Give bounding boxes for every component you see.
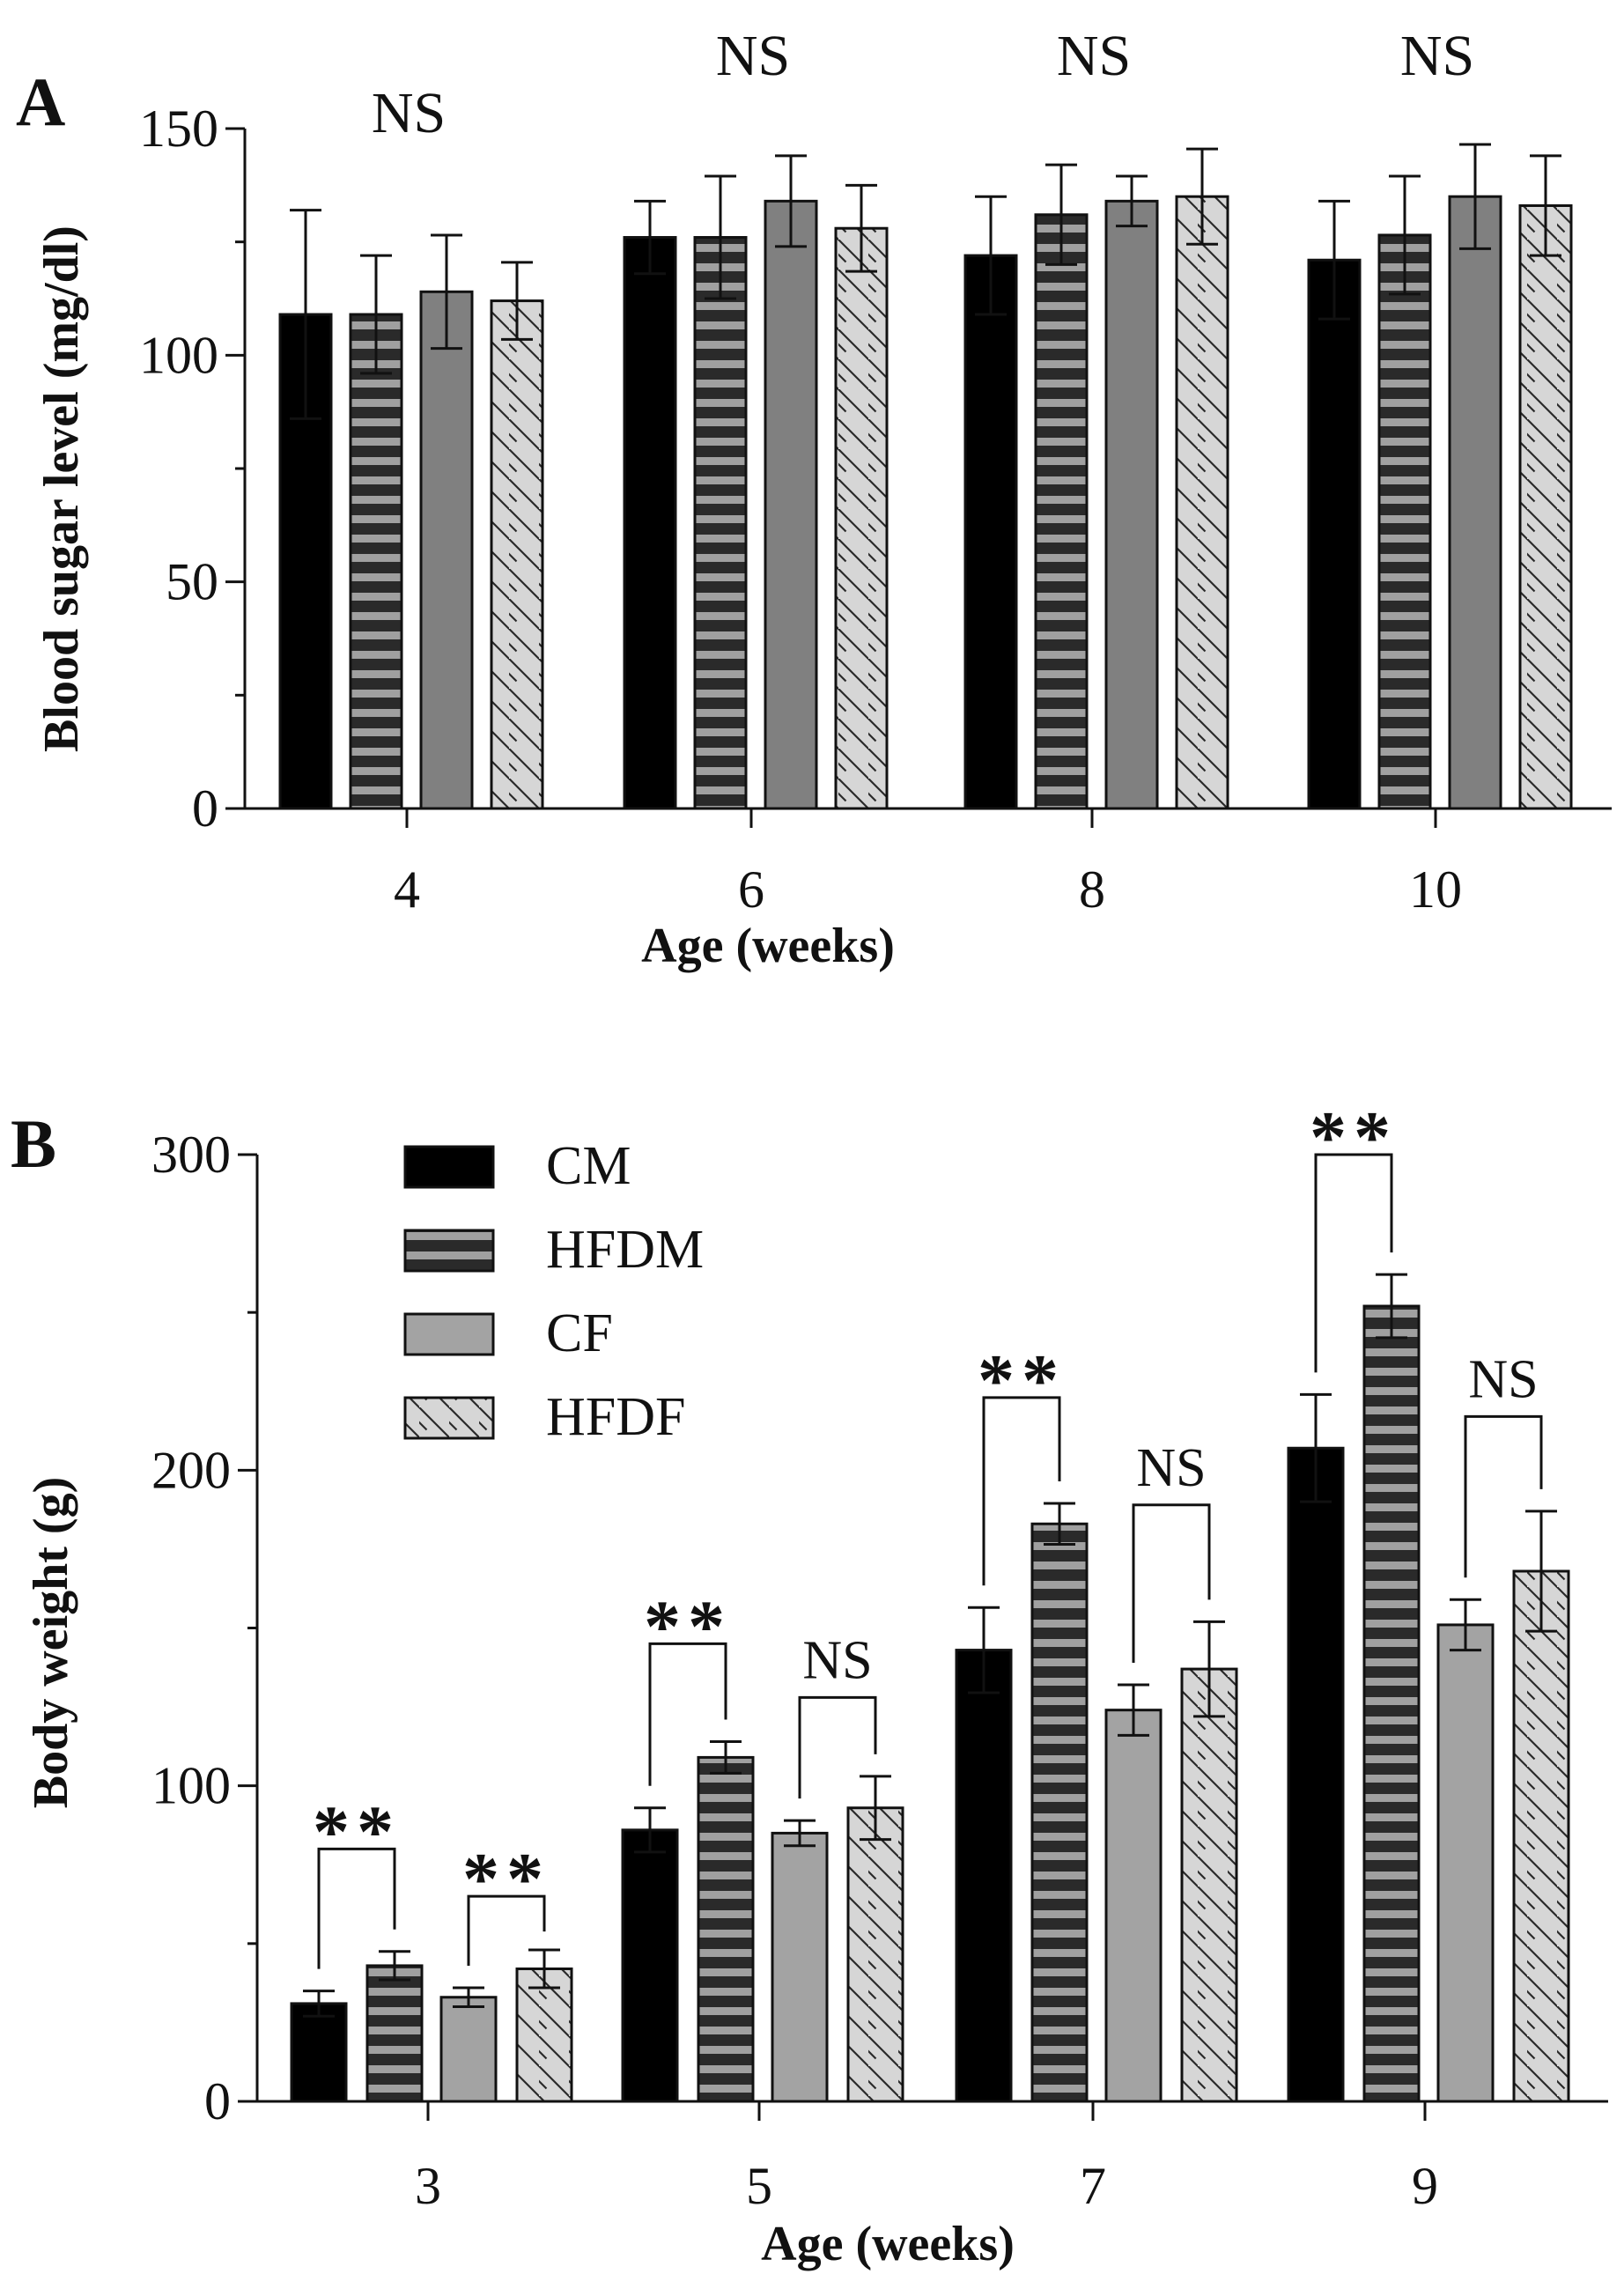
bar-cm-3	[290, 2002, 348, 2103]
panel-a-xlabel: Age (weeks)	[641, 919, 895, 973]
bar-cf-3	[439, 1996, 498, 2103]
bar-cf-9	[1436, 1623, 1495, 2103]
panel-b-chart: B Age (weeks) Body weight (g) 0 100 200 300…	[11, 1096, 1608, 2271]
y-tick-label: 200	[151, 1441, 231, 1499]
bar-hfdm-4	[349, 313, 403, 810]
legend-label-cm: CM	[546, 1136, 631, 1196]
panel-b-xlabel: Age (weeks)	[761, 2217, 1015, 2271]
bar-cm-6	[623, 236, 677, 810]
bar-cm-5	[621, 1828, 679, 2103]
significance-label: **	[462, 1838, 550, 1920]
y-tick-label: 100	[151, 1757, 231, 1815]
legend-label-hfdf: HFDF	[546, 1387, 686, 1447]
significance-bracket	[798, 1695, 877, 1799]
bar-cm-4	[278, 313, 333, 810]
bar-cf-6	[764, 199, 818, 810]
significance-label: NS	[372, 81, 446, 145]
bar-hfdf-7	[1180, 1667, 1238, 2103]
x-tick-label: 10	[1409, 860, 1462, 919]
bar-hfdf-9	[1512, 1569, 1570, 2103]
bar-hfdm-5	[697, 1755, 755, 2103]
significance-label: NS	[1400, 24, 1474, 88]
significance-bracket	[317, 1847, 396, 1969]
bar-cf-10	[1448, 195, 1502, 810]
panel-b-letter: B	[11, 1105, 56, 1182]
significance-label: NS	[1468, 1349, 1538, 1409]
bar-hfdf-8	[1175, 195, 1229, 810]
bar-cm-7	[955, 1649, 1013, 2103]
bar-hfdm-8	[1034, 213, 1089, 810]
legend: CM HFDM CF HFDF	[403, 1136, 704, 1447]
x-tick-label: 6	[738, 860, 764, 919]
bar-cm-9	[1287, 1446, 1345, 2103]
significance-bracket	[1314, 1153, 1393, 1373]
significance-label: NS	[1136, 1438, 1206, 1498]
significance-bracket	[1132, 1503, 1211, 1663]
significance-bracket	[1464, 1414, 1543, 1578]
x-tick-label: 4	[394, 860, 420, 919]
bar-hfdm-6	[693, 236, 748, 810]
bar-hfdf-3	[515, 1968, 573, 2103]
x-tick-label: 7	[1080, 2157, 1106, 2215]
panel-a-chart: A Age (weeks) Blood sugar level (mg/dl) …	[16, 24, 1612, 973]
bar-cf-5	[771, 1831, 829, 2103]
y-tick-label: 100	[139, 326, 218, 384]
significance-label: **	[1310, 1096, 1398, 1178]
panel-a-ylabel: Blood sugar level (mg/dl)	[34, 225, 89, 752]
y-tick-label: 50	[166, 553, 218, 611]
significance-bracket	[648, 1642, 727, 1786]
bar-cf-7	[1104, 1709, 1163, 2103]
significance-label: **	[313, 1790, 401, 1872]
y-tick-label: 0	[204, 2072, 231, 2130]
significance-label: **	[978, 1340, 1066, 1421]
bar-hfdm-10	[1377, 233, 1432, 810]
panel-b-ylabel: Body weight (g)	[24, 1477, 78, 1808]
bar-hfdf-4	[490, 299, 544, 810]
legend-swatch-cf	[403, 1312, 495, 1356]
significance-bracket	[467, 1894, 546, 1966]
bar-hfdf-10	[1518, 203, 1573, 810]
bar-hfdm-9	[1362, 1304, 1421, 2103]
x-tick-label: 5	[746, 2157, 772, 2215]
significance-label: **	[644, 1585, 732, 1667]
x-tick-label: 3	[415, 2157, 441, 2215]
bar-hfdf-5	[846, 1806, 904, 2103]
bar-hfdm-7	[1030, 1522, 1089, 2103]
bar-hfdf-6	[834, 226, 889, 810]
legend-swatch-cm	[403, 1145, 495, 1189]
bar-hfdm-3	[365, 1964, 424, 2103]
panel-a-letter: A	[16, 63, 65, 140]
bar-cm-10	[1307, 258, 1362, 810]
significance-label: NS	[802, 1630, 872, 1690]
significance-label: NS	[1057, 24, 1131, 88]
y-tick-label: 300	[151, 1126, 231, 1184]
bar-cf-4	[419, 290, 474, 810]
bar-cm-8	[963, 254, 1018, 810]
significance-label: NS	[716, 24, 790, 88]
y-tick-label: 150	[139, 100, 218, 158]
significance-bracket	[982, 1396, 1061, 1586]
y-tick-label: 0	[192, 779, 218, 838]
legend-label-hfdm: HFDM	[546, 1220, 704, 1280]
legend-swatch-hfdm	[403, 1229, 495, 1273]
bar-cf-8	[1104, 199, 1159, 810]
legend-swatch-hfdf	[403, 1396, 495, 1440]
legend-label-cf: CF	[546, 1303, 613, 1363]
x-tick-label: 8	[1079, 860, 1105, 919]
x-tick-label: 9	[1412, 2157, 1438, 2215]
